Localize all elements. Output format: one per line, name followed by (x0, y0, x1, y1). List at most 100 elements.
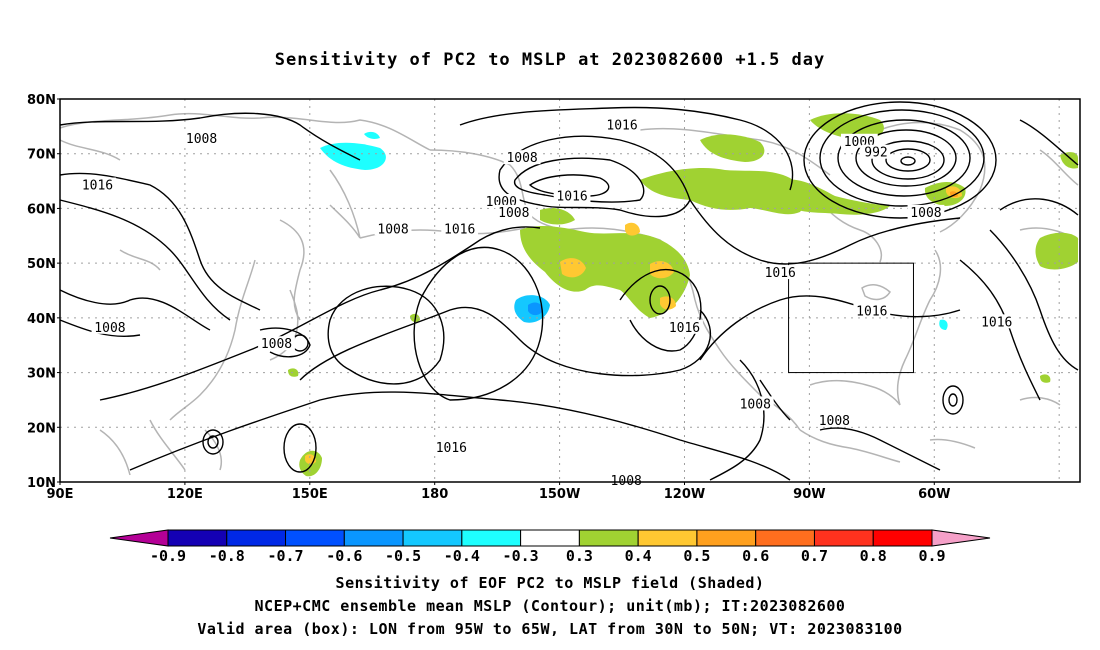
colorbar-swatch (167, 529, 228, 547)
contour-label: 1016 (765, 266, 796, 281)
positive-shading (288, 368, 299, 377)
contour-label: 1008 (910, 206, 941, 221)
positive-core (660, 296, 676, 310)
colorbar-tick-label: 0.4 (625, 547, 652, 565)
colorbar-tick-label: 0.8 (860, 547, 887, 565)
contour-label-bg (736, 396, 774, 411)
colorbar-tick-label: 0.5 (683, 547, 710, 565)
colorbar-swatch (402, 529, 463, 547)
contour-label: 1016 (606, 118, 637, 133)
contour-label-bg (183, 131, 220, 146)
contour-label-bg (840, 133, 878, 148)
contour-label: 1008 (506, 151, 537, 166)
contour-label: 1016 (669, 321, 700, 336)
contour-label-bg (553, 188, 591, 203)
contour-label: 992 (864, 146, 887, 161)
longitude-axis: 90E 120E 150E 180 150W 120W 90W 60W (47, 482, 951, 502)
positive-shading (1040, 374, 1051, 383)
colorbar-swatch (285, 529, 345, 547)
colorbar-swatch (520, 529, 580, 547)
contour-label-bg (79, 177, 116, 192)
longitude-label: 180 (421, 487, 448, 502)
contour-label: 1008 (819, 414, 850, 429)
contour-label-bg (441, 221, 479, 236)
contour-label: 1016 (556, 189, 587, 204)
contour-label-bg (91, 319, 129, 334)
positive-shading (700, 134, 765, 162)
contour-label: 1008 (377, 222, 408, 237)
colorbar-tick-label: -0.8 (209, 547, 245, 565)
latitude-label: 60N (27, 202, 56, 217)
map-title: Sensitivity of PC2 to MSLP at 2023082600… (274, 50, 826, 70)
longitude-label: 60W (918, 487, 950, 502)
contour-label-bg (907, 204, 945, 219)
positive-shading (540, 208, 575, 225)
longitude-label: 150W (539, 487, 580, 502)
longitude-label: 90E (47, 487, 74, 502)
positive-shading (778, 179, 890, 215)
latitude-label: 40N (27, 312, 56, 327)
contour-label-bg (603, 117, 641, 132)
latitude-label: 80N (27, 93, 56, 108)
positive-shading (1060, 152, 1078, 169)
positive-core (625, 222, 640, 236)
colorbar-tick-label: -0.4 (444, 547, 480, 565)
contour-label-bg (761, 265, 799, 280)
positive-shading (1035, 232, 1078, 270)
contour-label: 1008 (186, 132, 217, 147)
contour-label-bg (482, 193, 520, 208)
colorbar-tick-label: 0.9 (918, 547, 945, 565)
longitude-label: 90W (793, 487, 825, 502)
contour-label-bg (853, 303, 891, 318)
latitude-label: 20N (27, 421, 56, 436)
colorbar-tick-label: 0.3 (566, 547, 593, 565)
latitude-label: 50N (27, 257, 56, 272)
latitude-axis: 80N 70N 60N 50N 40N 30N 20N 10N (27, 93, 60, 491)
latitude-label: 70N (27, 148, 56, 163)
contour-label: 1008 (740, 397, 771, 412)
contour-label-bg (978, 314, 1016, 329)
contour-label: 1008 (498, 206, 529, 221)
colorbar-tick-label: -0.6 (326, 547, 362, 565)
colorbar-max-extension (931, 529, 991, 547)
contour-label: 1016 (436, 441, 467, 456)
colorbar-swatch (755, 529, 815, 547)
longitude-label: 120E (167, 487, 203, 502)
colorbar-swatch (461, 529, 522, 547)
contour-label-bg (503, 150, 541, 165)
colorbar-swatch (637, 529, 698, 547)
colorbar: -0.9 -0.8 -0.7 -0.6 -0.5 -0.4 -0.3 0.3 0.4 0.5 0.6… (109, 529, 991, 565)
contour-label-bg (861, 144, 891, 159)
colorbar-min-extension (109, 529, 169, 547)
map-frame (59, 98, 1081, 483)
negative-shading (939, 319, 948, 330)
colorbar-tick-label: -0.7 (267, 547, 303, 565)
contour-label: 1008 (94, 321, 125, 336)
positive-shading (810, 113, 884, 140)
contour-label: 1016 (444, 222, 475, 237)
colorbar-tick-label: 0.7 (801, 547, 828, 565)
contour-label-bg (607, 473, 645, 487)
contour-label-bg (374, 221, 412, 236)
longitude-label: 150E (292, 487, 328, 502)
positive-shading (520, 226, 690, 318)
contour-label-bg (432, 440, 470, 455)
contour-label-bg (258, 336, 295, 351)
contour-label-bg (495, 204, 533, 219)
latitude-label: 30N (27, 367, 56, 382)
colorbar-tick-label: -0.3 (503, 547, 539, 565)
colorbar-swatch (578, 529, 639, 547)
contour-label: 1016 (82, 179, 113, 194)
colorbar-tick-label: -0.9 (150, 547, 186, 565)
caption-contour: NCEP+CMC ensemble mean MSLP (Contour); u… (254, 597, 846, 615)
mslp-contours (59, 101, 1079, 481)
contour-label: 1008 (261, 337, 292, 352)
colorbar-swatch (872, 529, 933, 547)
colorbar-swatch (813, 529, 874, 547)
colorbar-tick-label: -0.5 (385, 547, 421, 565)
colorbar-swatch (226, 529, 287, 547)
latitude-label: 10N (27, 476, 56, 491)
